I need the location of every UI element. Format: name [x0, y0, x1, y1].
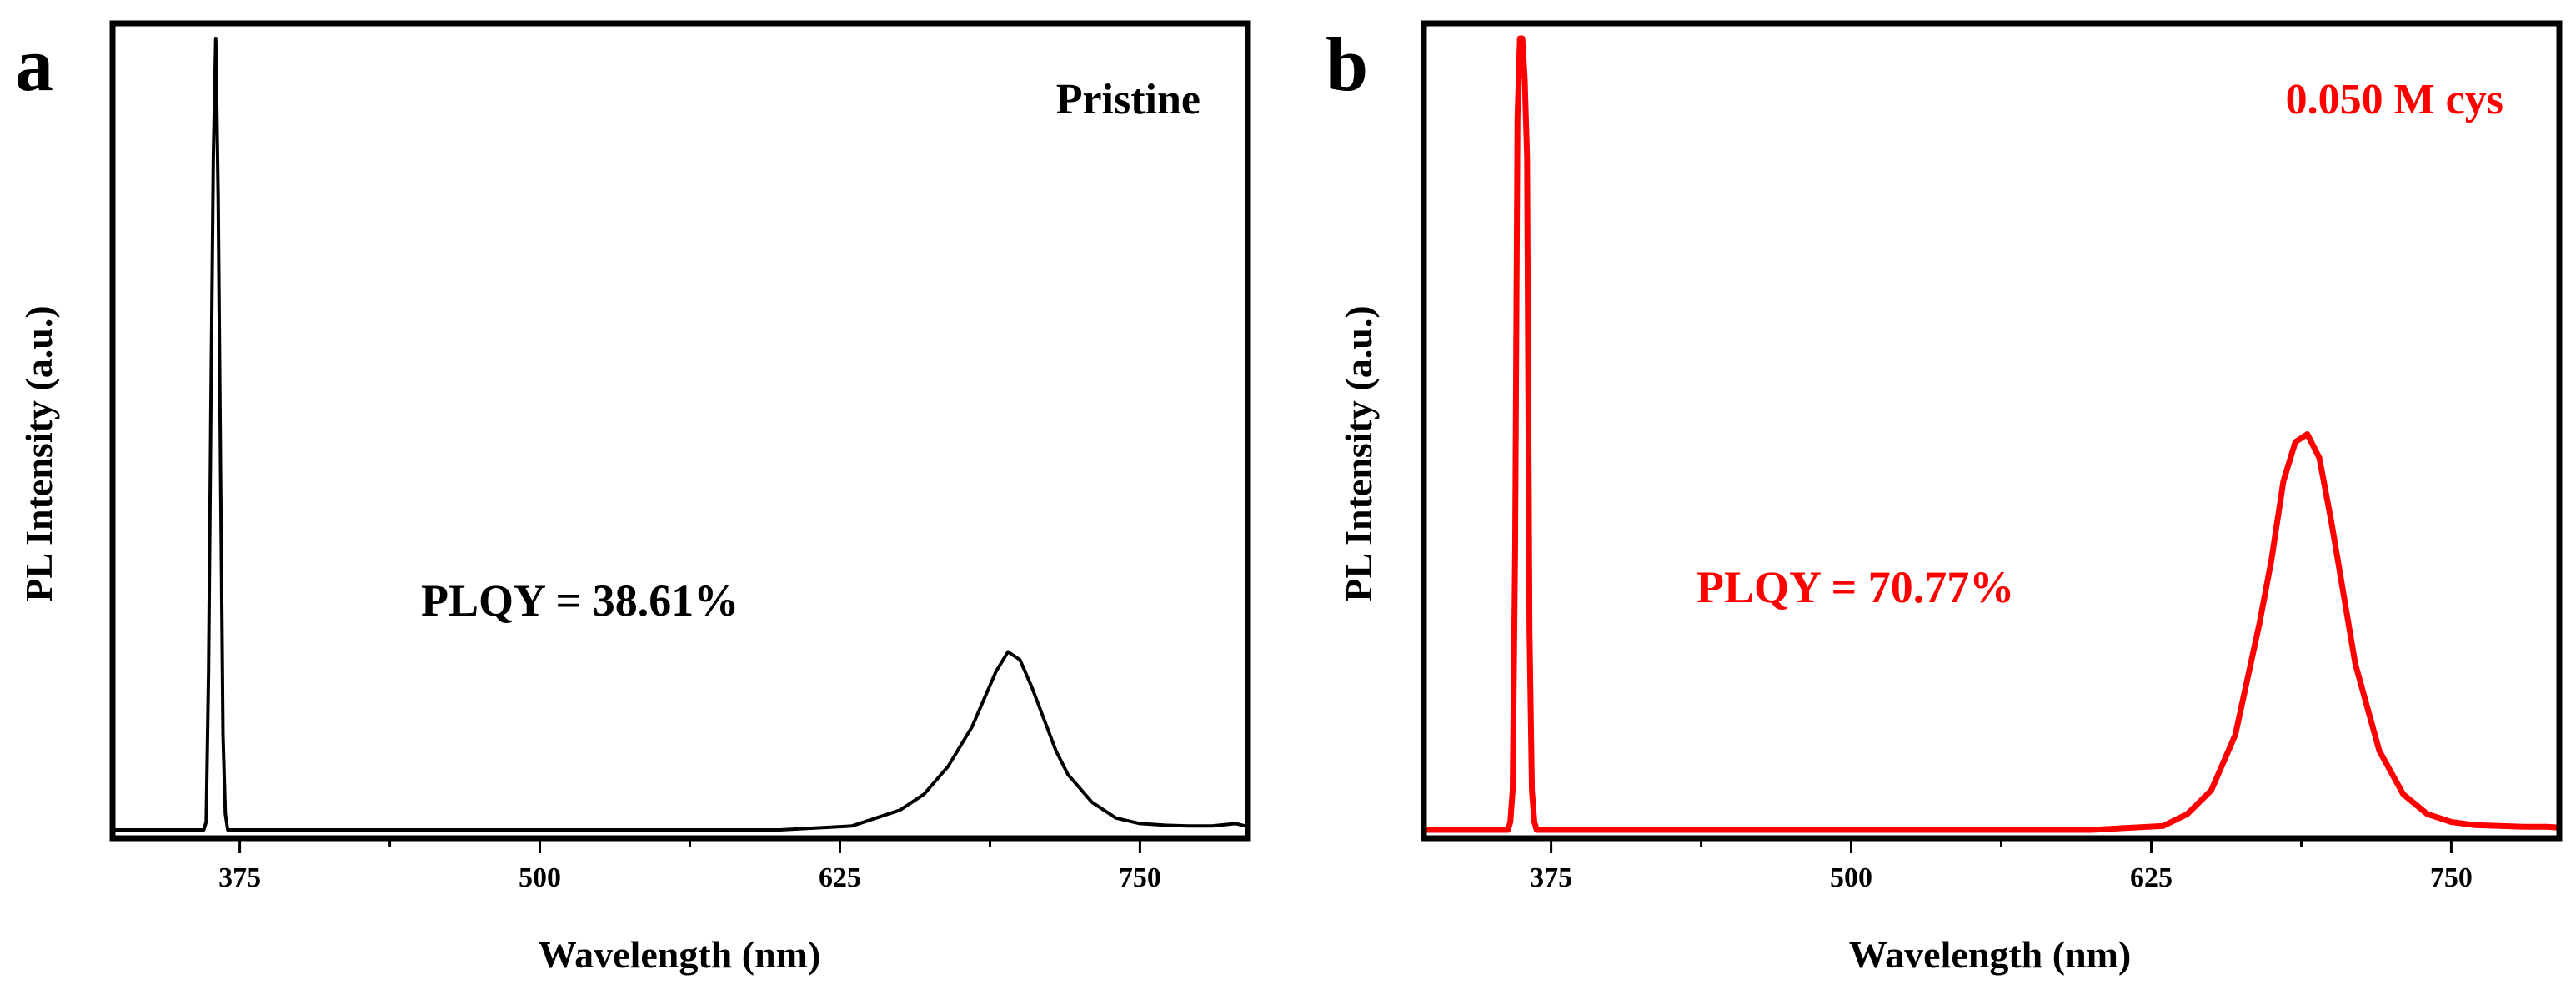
panel-b-y-title: PL Intensity (a.u.)	[1337, 305, 1380, 601]
panel-b-series-line	[1424, 35, 2560, 833]
panel-b-y-axis-title: PL Intensity (a.u.)	[1337, 305, 1380, 601]
panel-b-x-tick-label: 375	[1530, 862, 1572, 893]
panel-a-series-line	[113, 37, 1249, 832]
panel-a-letter: a	[15, 22, 53, 107]
panel-b-plot-frame	[1421, 20, 2563, 842]
panel-a-plot-frame	[109, 20, 1251, 842]
panel-a-x-tick-label: 375	[218, 862, 261, 893]
panel-a-y-axis-title: PL Intensity (a.u.)	[18, 305, 60, 601]
panel-a-sample-label: Pristine	[1056, 76, 1200, 123]
panel-b-x-axis-title: Wavelength (nm)	[1849, 933, 2132, 976]
panel-a: a PL Intensity (a.u.) Wavelength (nm) 37…	[15, 20, 1251, 976]
panel-a-x-tick-label: 625	[819, 862, 861, 893]
panel-b-x-tick-label: 750	[2430, 862, 2473, 893]
panel-a-x-tick-label: 750	[1119, 862, 1161, 893]
panel-a-x-axis-title: Wavelength (nm)	[539, 933, 821, 976]
panel-b-x-tick-label: 500	[1830, 862, 1872, 893]
panel-a-ticks: 375 500 625 750	[218, 838, 1161, 893]
panel-b: b PL Intensity (a.u.) Wavelength (nm) 37…	[1326, 20, 2563, 976]
panel-b-sample-label: 0.050 M cys	[2286, 76, 2503, 123]
panel-b-x-tick-label: 625	[2130, 862, 2173, 893]
panel-a-y-title: PL Intensity (a.u.)	[18, 305, 60, 601]
panel-a-x-tick-label: 500	[519, 862, 561, 893]
panel-b-ticks: 375 500 625 750	[1530, 838, 2473, 893]
panel-b-plqy-label: PLQY = 70.77%	[1696, 562, 2014, 612]
panel-b-letter: b	[1326, 22, 1368, 107]
panel-a-plqy-label: PLQY = 38.61%	[421, 575, 739, 626]
